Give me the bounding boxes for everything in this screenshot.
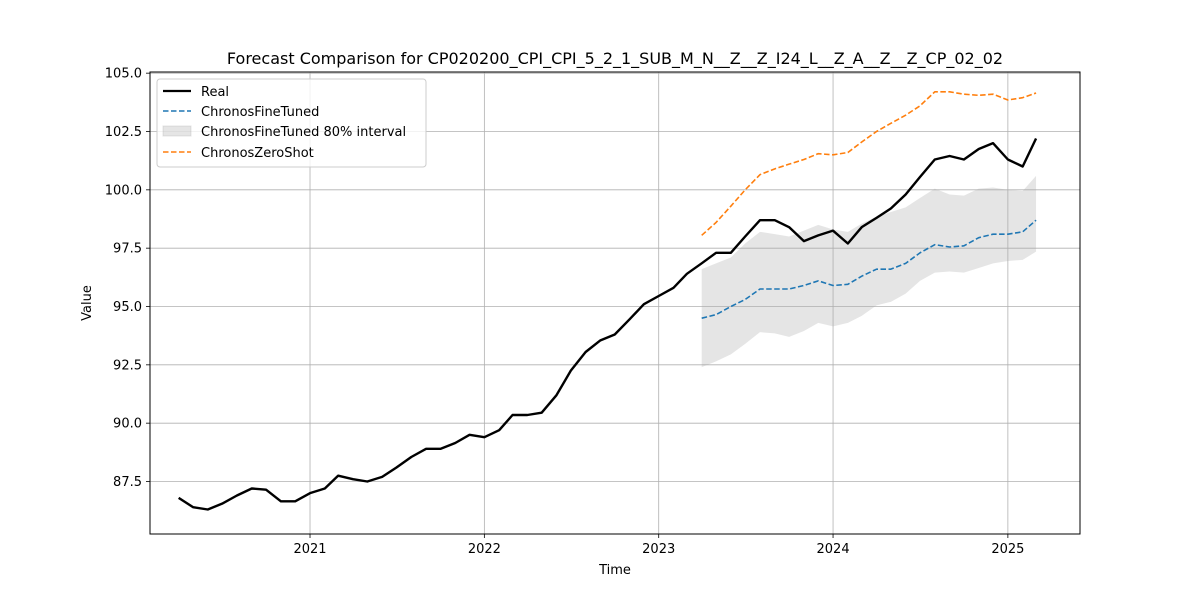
y-axis-ticks: 87.5 90.0 92.5 95.0 97.5 100.0 102.5 105.0 (105, 67, 150, 490)
y-axis-label: Value (80, 285, 95, 321)
plot-area-frame (149, 71, 1081, 535)
x-tick-label: 2023 (642, 542, 675, 557)
y-tick-label: 102.5 (105, 125, 142, 140)
legend: Real ChronosFineTuned ChronosFineTuned 8… (156, 78, 427, 168)
chart-title: Forecast Comparison for CP020200_CPI_CPI… (227, 49, 1003, 69)
real-series-line (178, 137, 1038, 511)
legend-real-label: Real (201, 85, 229, 100)
legend-interval-swatch (162, 125, 192, 137)
y-tick-label: 87.5 (113, 475, 142, 490)
legend-zeroshot-label: ChronosZeroShot (201, 146, 314, 161)
legend-interval-label: ChronosFineTuned 80% interval (201, 125, 406, 140)
zeroshot-series-line (701, 91, 1037, 236)
x-tick-label: 2025 (991, 542, 1024, 557)
interval-band-layer (701, 175, 1037, 368)
y-tick-label: 90.0 (113, 417, 142, 432)
finetuned-interval-band (701, 175, 1037, 368)
y-tick-label: 105.0 (105, 67, 142, 82)
y-tick-label: 100.0 (105, 183, 142, 198)
y-tick-label: 92.5 (113, 358, 142, 373)
x-axis-ticks: 2021 2022 2023 2024 2025 (293, 534, 1024, 557)
series-layer (178, 91, 1038, 511)
y-tick-label: 97.5 (113, 242, 142, 257)
legend-finetuned-label: ChronosFineTuned (201, 105, 319, 120)
x-axis-label: Time (598, 563, 631, 578)
legend-frame (156, 78, 427, 168)
x-tick-label: 2024 (817, 542, 850, 557)
x-tick-label: 2021 (293, 542, 326, 557)
y-tick-label: 95.0 (113, 300, 142, 315)
x-tick-label: 2022 (468, 542, 501, 557)
finetuned-series-line (701, 219, 1037, 319)
